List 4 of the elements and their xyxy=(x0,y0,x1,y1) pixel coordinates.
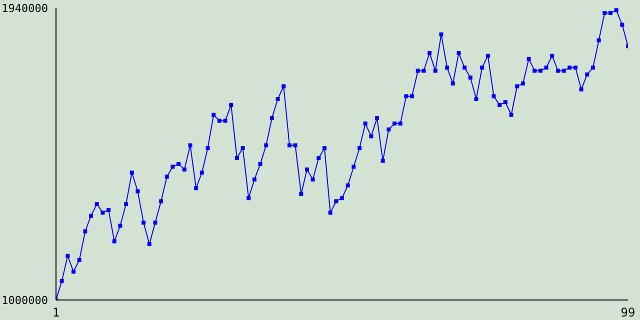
y-tick-label: 1000000 xyxy=(2,294,48,307)
y-tick-label: 1940000 xyxy=(2,2,48,15)
x-tick-label: 99 xyxy=(620,306,636,320)
x-tick-label: 1 xyxy=(52,306,60,320)
